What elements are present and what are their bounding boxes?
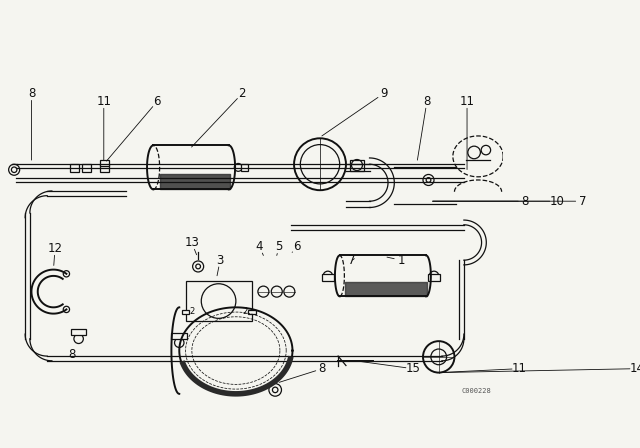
Text: 4: 4	[256, 240, 263, 253]
Text: 14: 14	[629, 362, 640, 375]
Text: 3: 3	[216, 254, 224, 267]
Text: 5: 5	[275, 240, 283, 253]
Text: 7: 7	[349, 254, 356, 267]
Bar	[172, 332, 187, 339]
Text: 6: 6	[294, 240, 301, 253]
Text: 8: 8	[423, 95, 431, 108]
Bar	[100, 160, 109, 166]
Text: 8: 8	[522, 195, 529, 208]
Text: 8: 8	[28, 87, 35, 100]
Bar	[248, 310, 255, 314]
Text: 10: 10	[549, 195, 564, 208]
Bar	[182, 310, 189, 314]
Text: 11: 11	[460, 95, 474, 108]
Bar	[241, 164, 248, 171]
Bar	[186, 281, 252, 321]
Bar	[71, 328, 86, 335]
Text: 13: 13	[184, 237, 199, 250]
Text: 15: 15	[405, 362, 420, 375]
Text: 2: 2	[189, 307, 195, 316]
Text: 8: 8	[319, 362, 326, 375]
Bar	[82, 164, 92, 172]
Text: 6: 6	[154, 95, 161, 108]
Bar	[350, 159, 364, 171]
Bar	[321, 274, 334, 280]
Text: 7: 7	[579, 195, 586, 208]
Text: 12: 12	[47, 242, 63, 255]
Bar	[100, 164, 109, 172]
Text: 2: 2	[239, 87, 246, 100]
Text: 9: 9	[380, 87, 387, 100]
Text: 11: 11	[511, 362, 527, 375]
Text: C000228: C000228	[461, 388, 492, 394]
Bar	[70, 164, 79, 172]
Bar	[428, 274, 440, 280]
Text: 1: 1	[397, 254, 404, 267]
Text: 11: 11	[96, 95, 111, 108]
Text: 2: 2	[243, 307, 248, 316]
Text: 8: 8	[68, 348, 76, 361]
